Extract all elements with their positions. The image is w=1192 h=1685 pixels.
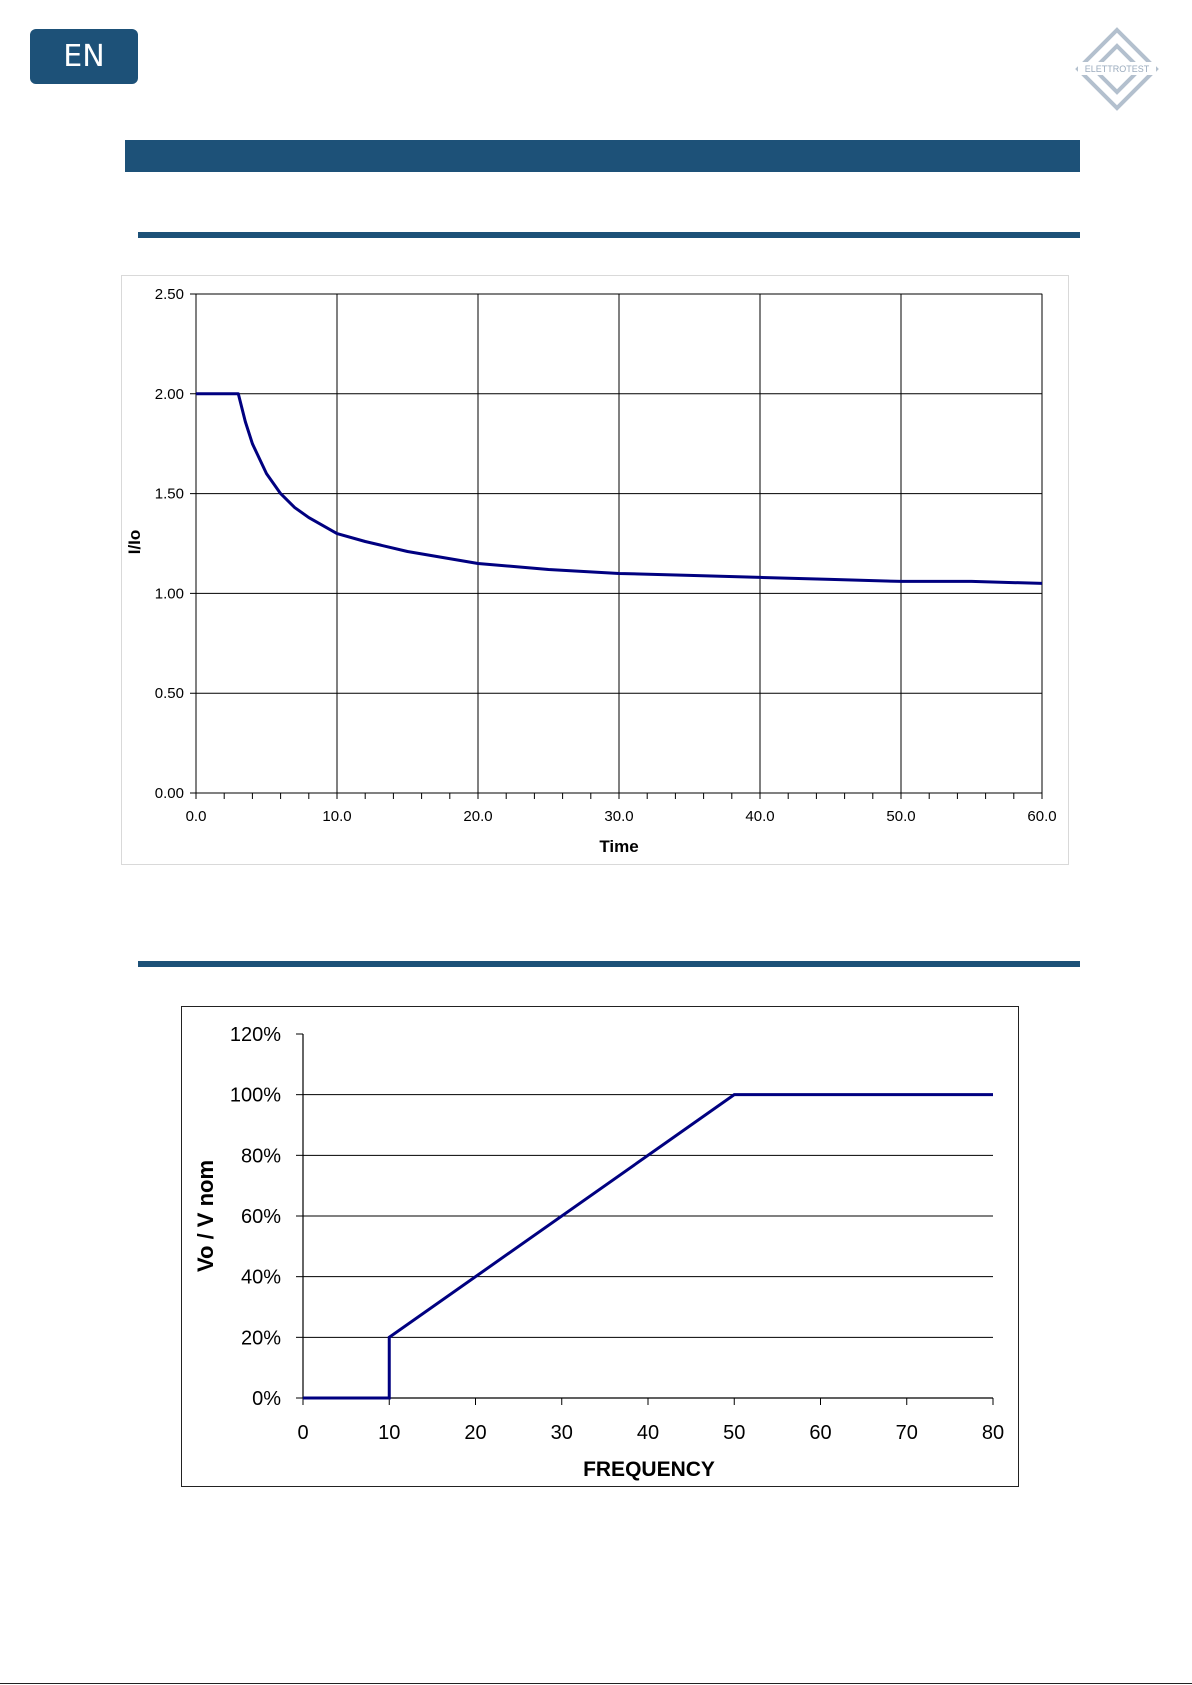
chart1-y-tick-label: 2.50 (155, 286, 184, 303)
chart2-series-line (303, 1093, 993, 1400)
chart2-x-tick-label: 80 (982, 1422, 1004, 1444)
chart2-y-tick-label: 20% (241, 1327, 281, 1349)
chart1-y-tick-label: 1.00 (155, 585, 184, 602)
chart2-x-tick-label: 30 (551, 1422, 573, 1444)
chart2-x-tick-label: 20 (464, 1422, 486, 1444)
current-time-chart: 0.0 10.0 20.0 30.0 40.0 50.0 60.0 0.00 0.50 1.00 1… (121, 275, 1069, 865)
voltage-frequency-chart: 0% 20% 40% 60% 80% 100% 120% 0 10 20 30 40 50 60 70 80 … (181, 1006, 1019, 1487)
chart1-x-tick-label: 60.0 (1027, 808, 1056, 825)
chart2-x-tick-label: 40 (637, 1422, 659, 1444)
chart1-x-axis-label: Time (599, 837, 638, 856)
chart1-series-line (196, 392, 1043, 585)
chart1-y-tick-label: 0.00 (155, 785, 184, 802)
chart1-x-tick-label: 40.0 (745, 808, 774, 825)
chart2-y-tick-label: 100% (230, 1085, 281, 1107)
chart2-x-axis-label: FREQUENCY (583, 1458, 715, 1481)
chart1-x-tick-label: 20.0 (463, 808, 492, 825)
page-bottom-border (0, 1683, 1192, 1684)
chart1-x-tick-label: 30.0 (604, 808, 633, 825)
chart2-x-tick-label: 50 (723, 1422, 745, 1444)
chart2-y-tick-label: 80% (241, 1145, 281, 1167)
chart2-x-tick-label: 0 (297, 1422, 308, 1444)
chart2-x-tick-label: 70 (896, 1422, 918, 1444)
chart1-x-tick-label: 0.0 (186, 808, 207, 825)
language-badge[interactable]: EN (30, 29, 138, 84)
chart1-y-axis-label: I/Io (125, 530, 144, 555)
chart2-y-axis-label: Vo / V nom (193, 1160, 218, 1272)
chart1-y-tick-label: 1.50 (155, 486, 184, 503)
chart1-x-tick-label: 50.0 (886, 808, 915, 825)
chart1-x-tick-label: 10.0 (322, 808, 351, 825)
chart2-y-tick-label: 40% (241, 1267, 281, 1289)
section-divider-2 (138, 961, 1080, 967)
chart2-y-tick-label: 0% (252, 1388, 281, 1410)
logo-text: ELETTROTEST (1085, 64, 1150, 74)
chart1-y-tick-label: 0.50 (155, 685, 184, 702)
elettrotest-logo: ELETTROTEST (1074, 26, 1160, 116)
chart2-y-tick-label: 60% (241, 1206, 281, 1228)
chart2-svg: 0%20%40%60%80%100%120%0 10 20 30 40 50 60 70 80 … (193, 1024, 1004, 1481)
chart1-svg: 0.0 10.0 20.0 30.0 40.0 50.0 60.0 0.00 0.50 1.00 1… (125, 286, 1057, 856)
chart2-x-tick-label: 60 (809, 1422, 831, 1444)
chart2-y-tick-label: 120% (230, 1024, 281, 1046)
section-divider-1 (138, 232, 1080, 238)
chart2-x-tick-label: 10 (378, 1422, 400, 1444)
chart1-y-tick-label: 2.00 (155, 386, 184, 403)
header-bar (125, 140, 1080, 172)
